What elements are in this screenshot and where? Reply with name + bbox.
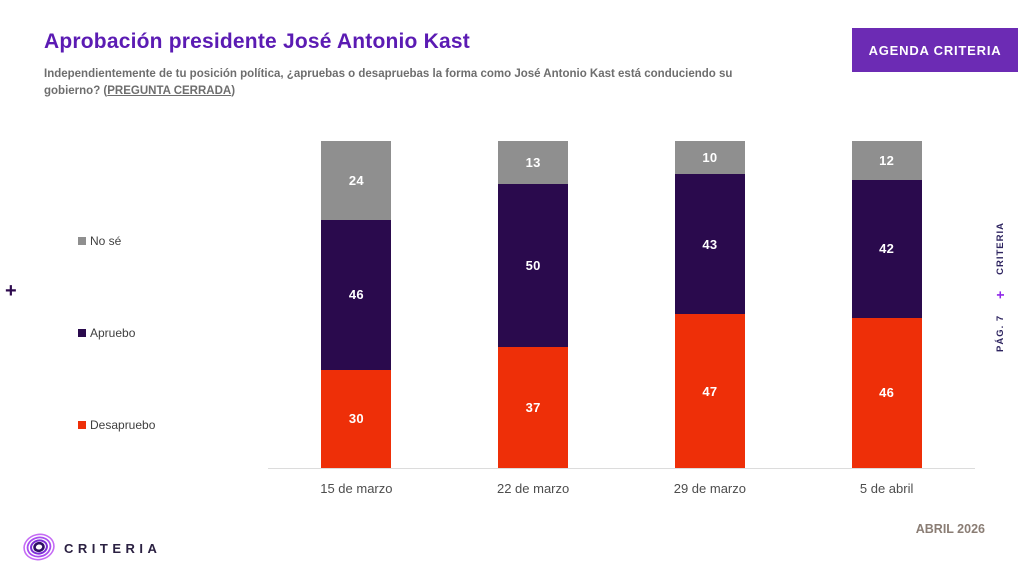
subtitle-emphasis: PREGUNTA CERRADA [107, 84, 232, 97]
bar-value-label: 50 [525, 257, 541, 273]
bar-value-label: 10 [702, 149, 718, 165]
stacked-bar-chart-plot-area: 24 46 30 13 50 37 10 43 47 12 42 46 [268, 141, 975, 469]
stacked-bar: 12 42 46 [851, 141, 922, 468]
legend-label: Desapruebo [90, 418, 156, 432]
survey-question-text: Independientemente de tu posición políti… [44, 66, 744, 99]
bar-segment-desapruebo: 46 [851, 317, 922, 468]
bar-value-label: 12 [879, 153, 895, 169]
bar-column: 10 43 47 [622, 141, 799, 468]
bar-value-label: 43 [702, 236, 718, 252]
stacked-bar: 24 46 30 [321, 141, 392, 468]
bar-segment-no-sé: 12 [851, 141, 922, 181]
bar-segment-desapruebo: 30 [321, 369, 392, 468]
page-title: Aprobación presidente José Antonio Kast [44, 30, 470, 53]
bar-column: 12 42 46 [798, 141, 975, 468]
bar-value-label: 37 [525, 400, 541, 415]
subtitle-prefix: Independientemente de tu posición políti… [44, 68, 733, 97]
right-side-rail: PÁG. 7 + CRITERIA [992, 222, 1008, 352]
criteria-logo-icon [22, 531, 56, 567]
x-axis-label: 22 de marzo [496, 481, 570, 496]
legend-swatch-desapruebo-icon [78, 421, 86, 429]
bar-segment-apruebo: 43 [674, 173, 745, 315]
bar-value-label: 42 [879, 241, 895, 257]
x-axis-labels: 15 de marzo 22 de marzo 29 de marzo 5 de ab… [268, 469, 975, 496]
bar-value-label: 30 [348, 411, 364, 427]
bar-segment-desapruebo: 37 [498, 347, 569, 468]
bar-segment-apruebo: 42 [851, 180, 922, 318]
agenda-criteria-button[interactable]: AGENDA CRITERIA [852, 28, 1018, 72]
right-rail-page-number: PÁG. 7 [994, 314, 1006, 352]
legend-label: No sé [90, 234, 122, 248]
footer-date: ABRIL 2026 [915, 522, 985, 536]
bar-value-label: 13 [525, 154, 541, 170]
right-plus-icon: + [992, 290, 1008, 299]
criteria-logo-wordmark: CRITERIA [64, 541, 162, 556]
bar-segment-no-sé: 24 [321, 141, 392, 220]
bar-value-label: 24 [348, 172, 364, 188]
right-rail-brand: CRITERIA [994, 222, 1006, 275]
bar-segment-no-sé: 10 [674, 141, 745, 174]
bar-column: 13 50 37 [445, 141, 622, 468]
legend-item-no-se: No sé [78, 234, 121, 248]
bar-value-label: 47 [702, 383, 718, 399]
bar-segment-desapruebo: 47 [674, 314, 745, 468]
stacked-bar: 13 50 37 [498, 141, 569, 468]
bar-column: 24 46 30 [268, 141, 445, 468]
legend-swatch-apruebo-icon [78, 329, 86, 337]
bar-segment-apruebo: 50 [498, 183, 569, 348]
x-axis-label: 15 de marzo [320, 481, 393, 496]
bar-value-label: 46 [879, 385, 895, 401]
legend-item-apruebo: Apruebo [78, 326, 135, 340]
bar-segment-apruebo: 46 [321, 219, 392, 370]
legend-item-desapruebo: Desapruebo [78, 418, 155, 432]
x-axis-label: 5 de abril [859, 481, 914, 496]
legend-swatch-no-se-icon [78, 237, 86, 245]
subtitle-suffix: ) [231, 84, 236, 97]
stacked-bar: 10 43 47 [674, 141, 745, 468]
x-axis-label: 29 de marzo [673, 481, 746, 496]
legend-label: Apruebo [90, 326, 136, 340]
left-plus-icon: + [5, 280, 17, 302]
bar-value-label: 46 [348, 287, 364, 303]
bar-segment-no-sé: 13 [498, 141, 569, 184]
